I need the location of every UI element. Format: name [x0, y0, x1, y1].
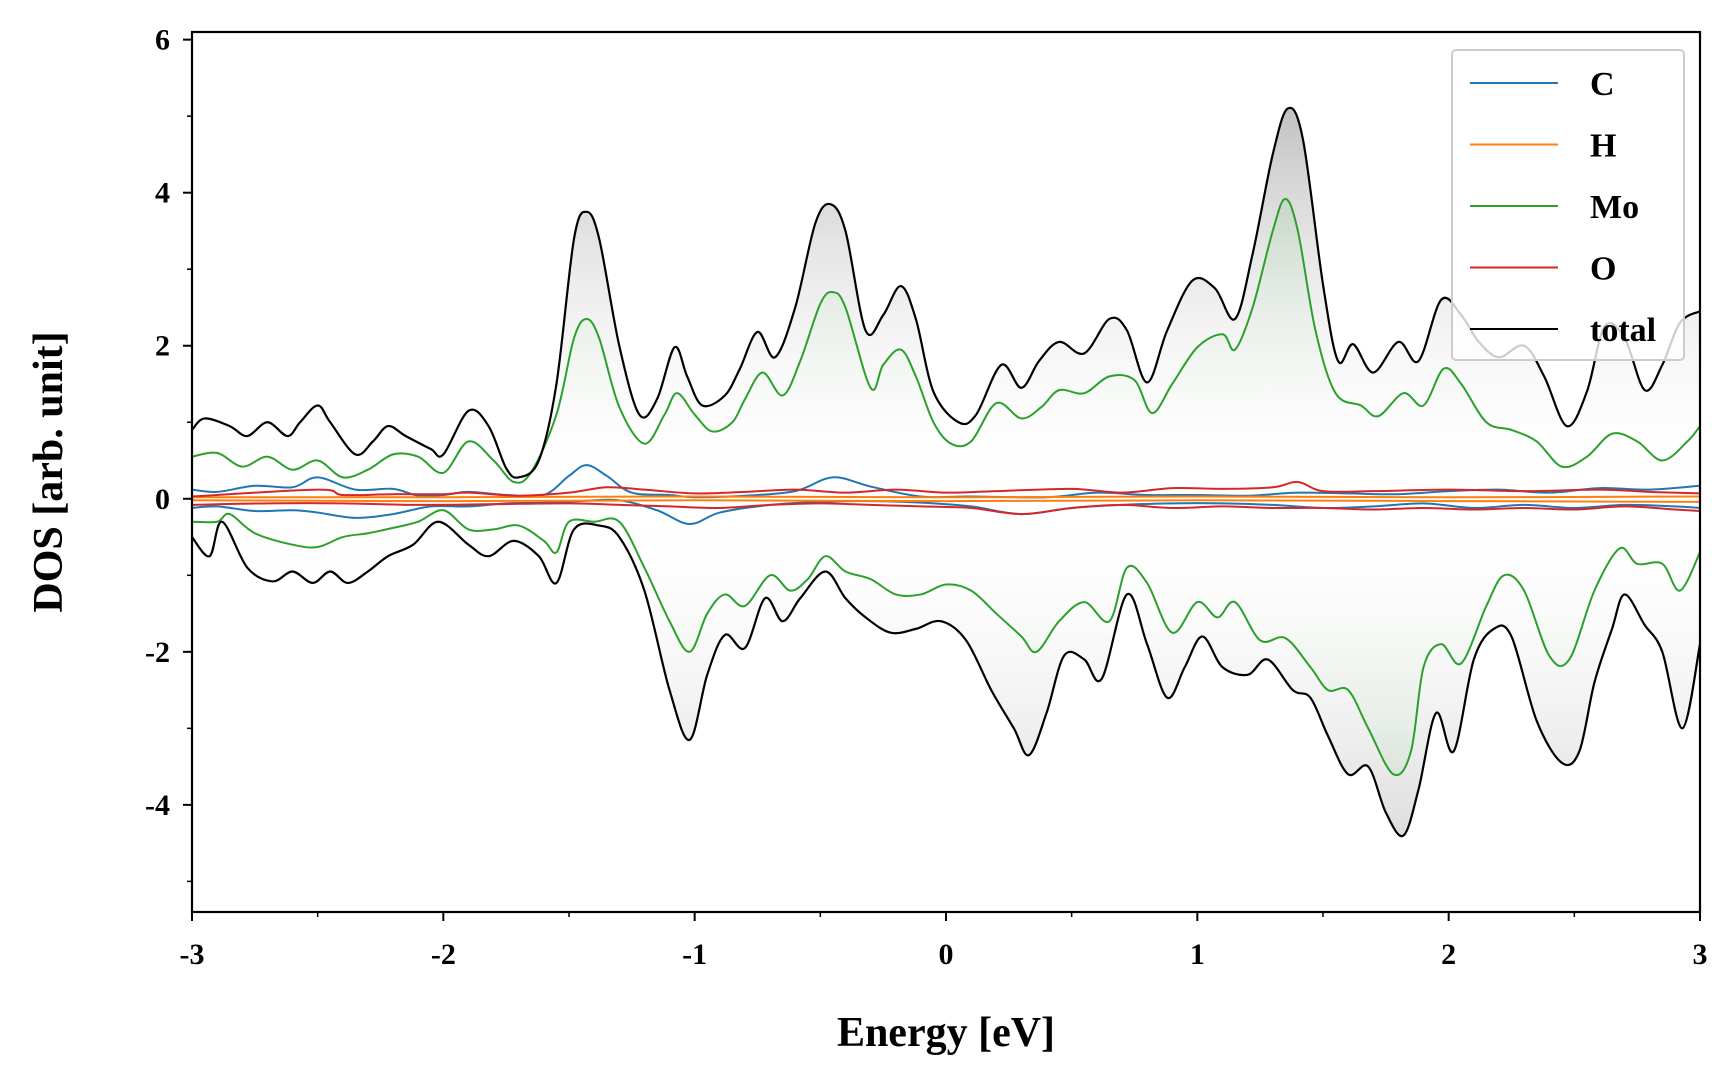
legend-label: total: [1590, 312, 1656, 349]
line-h-up: [192, 495, 1700, 499]
x-tick-label: -1: [682, 938, 707, 971]
legend-label: O: [1590, 251, 1616, 288]
line-total-up: [192, 106, 1700, 479]
legend-item-total: total: [1470, 312, 1656, 349]
line-total-down: [192, 520, 1700, 838]
y-tick-label: 0: [155, 483, 170, 516]
line-c-up: [192, 464, 1700, 499]
y-tick-label: 4: [155, 177, 170, 210]
legend-label: C: [1590, 66, 1615, 103]
legend-item-c: C: [1470, 66, 1615, 103]
legend-box: [1451, 49, 1685, 361]
legend-item-mo: Mo: [1470, 189, 1639, 226]
fill-c-up: [192, 465, 1700, 499]
y-tick-label: -4: [145, 789, 170, 822]
line-o-up: [192, 480, 1700, 498]
y-tick-label: 2: [155, 330, 170, 363]
fill-c-down: [192, 498, 1700, 525]
legend-item-h: H: [1470, 128, 1616, 165]
x-tick-label: 1: [1190, 938, 1205, 971]
fill-mo-up: [192, 198, 1700, 499]
legend-label: H: [1590, 128, 1616, 165]
x-tick-label: 2: [1441, 938, 1456, 971]
line-h-down: [192, 499, 1700, 503]
line-mo-down: [192, 509, 1700, 777]
x-axis-title: Energy [eV]: [837, 1010, 1055, 1056]
fill-mo-down: [192, 498, 1700, 776]
legend-label: Mo: [1590, 189, 1639, 226]
line-mo-up: [192, 197, 1700, 484]
y-tick-label: -2: [145, 636, 170, 669]
x-tick-label: 3: [1693, 938, 1708, 971]
x-tick-label: -2: [431, 938, 456, 971]
legend-item-o: O: [1470, 251, 1616, 288]
y-tick-label: 6: [155, 24, 170, 57]
line-o-down: [192, 502, 1700, 516]
y-axis-title: DOS [arb. unit]: [26, 331, 72, 612]
x-tick-label: -3: [180, 938, 205, 971]
x-tick-label: 0: [939, 938, 954, 971]
